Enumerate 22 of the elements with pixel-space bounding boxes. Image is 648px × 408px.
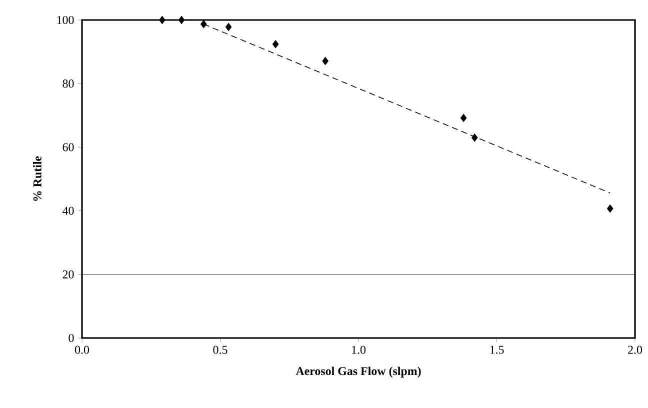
point [460,114,467,122]
x-tick-label: 0.5 [213,346,228,354]
y-axis-title: % Rutile [33,156,42,201]
point [178,16,185,24]
x-tick-label: 0.0 [74,346,90,354]
x-tick-label: 2.0 [628,346,642,354]
y-tick-label: 0 [68,334,74,342]
x-tick-label: 1.5 [490,346,504,354]
point [322,56,329,66]
y-tick-label: 40 [62,206,74,215]
x-tick-label: 1.0 [352,346,366,354]
y-tick-label: 20 [62,270,74,278]
x-axis-title: Aerosol Gas Flow (slpm) [296,366,421,378]
y-tick-label: 60 [62,143,74,152]
point [159,16,166,24]
point [606,204,614,213]
y-tick-label: 100 [57,16,74,24]
y-tick-label: 80 [62,80,74,88]
point [471,133,478,142]
point [200,20,207,28]
point [225,22,232,32]
point [272,40,279,48]
